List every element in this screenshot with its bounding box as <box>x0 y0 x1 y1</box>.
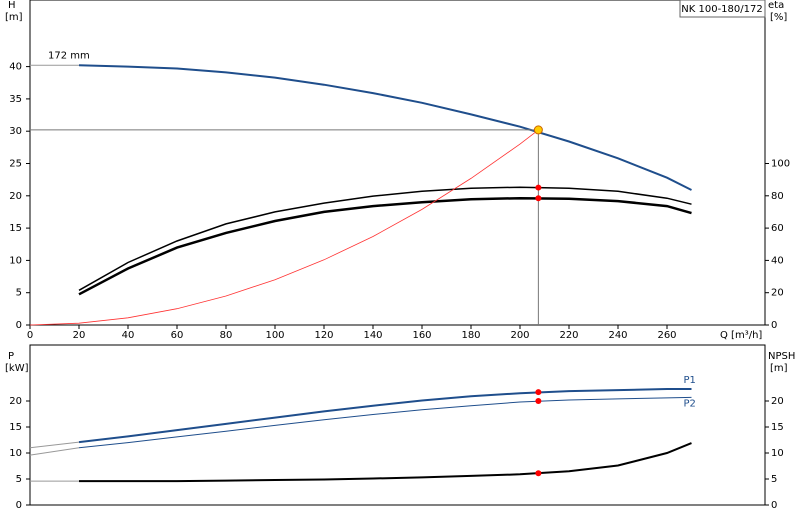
operating-point <box>535 184 542 191</box>
title-box <box>679 0 766 18</box>
curve <box>78 196 692 296</box>
y-tick-label: 15 <box>9 422 22 433</box>
y-axis-unit: [kW] <box>5 363 29 374</box>
y2-axis-label: NPSH <box>768 351 795 362</box>
plot-frame <box>29 344 766 506</box>
y2-tick-label: 0 <box>771 320 777 331</box>
y2-tick-label: 5 <box>771 474 777 485</box>
y-tick-label: 25 <box>9 159 22 170</box>
operating-point <box>535 389 542 396</box>
operating-point <box>535 398 542 404</box>
x-tick-label: 100 <box>265 330 284 341</box>
y-tick-label: 30 <box>9 126 22 137</box>
y-tick-label: 10 <box>9 448 22 459</box>
x-tick-label: 240 <box>608 330 627 341</box>
y-tick-label: 5 <box>16 288 22 299</box>
y-tick-label: 0 <box>16 500 22 511</box>
y2-tick-label: 20 <box>771 396 784 407</box>
curve <box>79 442 692 483</box>
curve-label: 172 mm <box>48 50 90 61</box>
y2-tick-label: 80 <box>771 191 784 202</box>
x-tick-label: 0 <box>27 330 33 341</box>
y-tick-label: 10 <box>9 255 22 266</box>
operating-point <box>535 470 542 477</box>
y2-tick-label: 20 <box>771 288 784 299</box>
x-axis-label: Q [m³/h] <box>720 330 762 341</box>
x-tick-label: 120 <box>314 330 333 341</box>
x-tick-label: 20 <box>73 330 86 341</box>
x-tick-label: 260 <box>657 330 676 341</box>
x-tick-label: 40 <box>122 330 135 341</box>
y2-tick-label: 0 <box>771 500 777 511</box>
y-tick-label: 5 <box>16 474 22 485</box>
x-tick-label: 200 <box>510 330 529 341</box>
x-tick-label: 220 <box>559 330 578 341</box>
y-axis-unit: [m] <box>5 12 23 23</box>
y2-tick-label: 15 <box>771 422 784 433</box>
y2-tick-label: 100 <box>771 159 790 170</box>
y-axis-label: P <box>8 351 14 362</box>
y2-tick-label: 40 <box>771 255 784 266</box>
curve <box>78 64 692 191</box>
y-tick-label: 15 <box>9 223 22 234</box>
plot-frame <box>29 0 766 326</box>
x-tick-label: 60 <box>171 330 184 341</box>
y-tick-label: 40 <box>9 62 22 73</box>
y-tick-label: 20 <box>9 191 22 202</box>
x-tick-label: 140 <box>363 330 382 341</box>
chart-title: NK 100-180/172 <box>681 4 762 15</box>
operating-point <box>533 125 543 135</box>
curve <box>78 396 692 449</box>
y2-axis-unit: [m] <box>770 363 788 374</box>
curve <box>29 129 539 326</box>
curve-name: P2 <box>684 398 696 409</box>
y-tick-label: 35 <box>9 94 22 105</box>
curve <box>78 388 692 444</box>
y2-tick-label: 10 <box>771 448 784 459</box>
y-axis-label: H <box>8 0 16 11</box>
x-tick-label: 80 <box>220 330 233 341</box>
curve <box>78 186 692 291</box>
y2-axis-unit: [%] <box>770 12 787 23</box>
curve <box>29 447 80 456</box>
operating-point <box>535 195 542 202</box>
y-tick-label: 0 <box>16 320 22 331</box>
x-tick-label: 160 <box>412 330 431 341</box>
curve <box>29 441 80 449</box>
x-tick-label: 180 <box>461 330 480 341</box>
y2-tick-label: 60 <box>771 223 784 234</box>
curve-name: P1 <box>684 375 696 386</box>
y-tick-label: 20 <box>9 396 22 407</box>
y2-axis-label: eta <box>768 0 784 11</box>
